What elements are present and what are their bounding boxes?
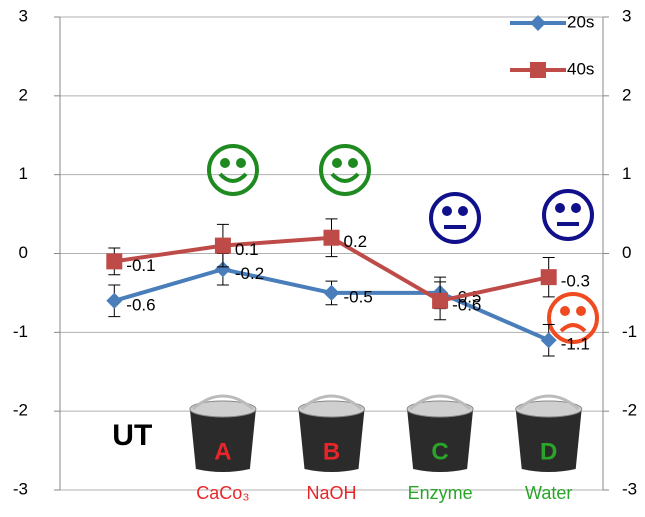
- y-tick-label: 3: [19, 6, 28, 25]
- neutral-face: [429, 192, 481, 244]
- sad-face: [547, 292, 599, 344]
- y-tick-label: 2: [19, 85, 28, 104]
- marker: [214, 237, 231, 254]
- bucket-handle: [191, 394, 254, 411]
- bucket-handle: [409, 394, 472, 411]
- marker: [106, 253, 123, 270]
- bucket-handle: [517, 394, 580, 411]
- bucket-handle: [300, 394, 363, 411]
- x-tick-label: NaOH: [306, 483, 356, 503]
- data-label: 0.2: [344, 232, 368, 251]
- y-tick-label: -1: [13, 322, 28, 341]
- y2-tick-label: 3: [622, 6, 631, 25]
- neutral-face: [542, 189, 594, 241]
- marker: [323, 284, 340, 301]
- marker: [432, 292, 449, 309]
- x-tick-label: CaCo₃: [196, 483, 249, 503]
- bucket-label: D: [540, 438, 557, 465]
- marker: [540, 269, 557, 286]
- bucket-body: [189, 409, 256, 472]
- y2-tick-label: -3: [622, 479, 637, 498]
- y2-tick-label: 0: [622, 243, 631, 262]
- bucket: D: [515, 394, 583, 472]
- data-label: -0.3: [561, 272, 590, 291]
- marker: [214, 261, 231, 278]
- y-tick-label: 0: [19, 243, 28, 262]
- legend-marker: [530, 15, 546, 31]
- y2-tick-label: 2: [622, 85, 631, 104]
- legend-label: 20s: [567, 12, 594, 31]
- data-label: -0.6: [126, 295, 155, 314]
- x-tick-label: Water: [525, 483, 572, 503]
- bucket-label: B: [323, 438, 340, 465]
- data-label: -0.6: [452, 295, 481, 314]
- data-label: 0.1: [235, 240, 259, 259]
- series: -0.1 0.1 0.2 -0.6 -0.3 40s: [106, 59, 594, 321]
- happy-face: [319, 144, 371, 196]
- data-label: -0.5: [344, 287, 373, 306]
- x-tick-label: UT: [112, 419, 152, 452]
- marker: [323, 229, 340, 246]
- legend-label: 40s: [567, 59, 594, 78]
- y2-tick-label: 1: [622, 164, 631, 183]
- y2-tick-label: -2: [622, 401, 637, 420]
- data-label: -0.2: [235, 264, 264, 283]
- happy-face: [207, 144, 259, 196]
- bucket-rim: [515, 400, 583, 418]
- data-label: -1.1: [561, 335, 590, 354]
- bucket: B: [298, 394, 365, 472]
- bucket-rim: [189, 400, 257, 418]
- x-tick-label: Enzyme: [408, 483, 473, 503]
- legend-marker: [530, 62, 546, 78]
- y2-tick-label: -1: [622, 322, 637, 341]
- bucket-label: C: [431, 438, 448, 465]
- bucket-label: A: [214, 438, 231, 465]
- icons: [207, 144, 599, 344]
- bucket: A: [189, 394, 257, 472]
- bucket-rim: [406, 400, 474, 418]
- y-tick-label: -2: [13, 401, 28, 420]
- data-label: -0.1: [126, 256, 155, 275]
- y-tick-label: 1: [19, 164, 28, 183]
- marker: [106, 292, 123, 309]
- bucket: C: [406, 394, 474, 472]
- bucket-body: [407, 409, 474, 472]
- bucket-rim: [298, 400, 365, 418]
- y-tick-label: -3: [13, 479, 28, 498]
- marker: [540, 332, 557, 349]
- bucket-body: [515, 409, 582, 472]
- bucket-body: [298, 409, 365, 472]
